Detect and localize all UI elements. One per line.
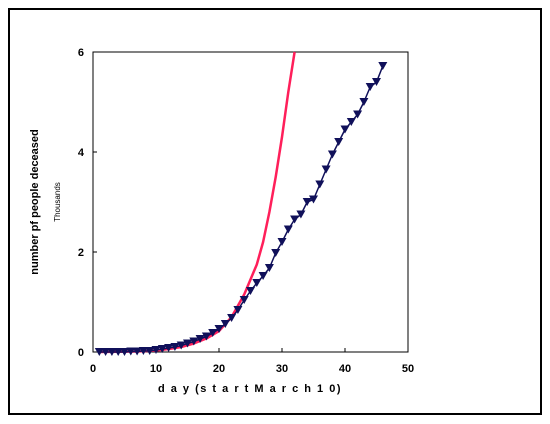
outer-border bbox=[8, 8, 542, 415]
series-2-point bbox=[246, 287, 255, 295]
series-2-point bbox=[195, 335, 205, 343]
series-2-point bbox=[107, 348, 117, 356]
series-2-point bbox=[126, 347, 136, 356]
series-2-point bbox=[264, 264, 274, 272]
series-2-point bbox=[227, 314, 237, 322]
series-2-point bbox=[359, 98, 369, 106]
series-2-point bbox=[170, 343, 180, 351]
series-2-point bbox=[309, 195, 318, 204]
y-tick-label: 6 bbox=[78, 47, 84, 59]
series-2-line bbox=[99, 65, 384, 353]
series-2-point bbox=[189, 337, 199, 346]
x-tick-label: 30 bbox=[276, 363, 288, 375]
series-2-point bbox=[233, 306, 243, 314]
series-2-point bbox=[378, 62, 388, 70]
series-2-point bbox=[290, 215, 300, 224]
series-2-point bbox=[372, 78, 381, 86]
series-1-line bbox=[99, 51, 296, 354]
series-2-point bbox=[365, 83, 375, 91]
series-2-point bbox=[220, 320, 230, 328]
series-2-point bbox=[120, 348, 129, 356]
series-2-point bbox=[132, 347, 142, 356]
y-axis-label: number pf people deceased bbox=[29, 129, 41, 274]
series-2-point bbox=[252, 279, 262, 287]
series-2-point bbox=[201, 332, 211, 341]
y-axis-ticks: 0 2 4 6 bbox=[78, 47, 97, 359]
series-2-point bbox=[164, 344, 174, 352]
series-2-point bbox=[258, 272, 268, 280]
series-2-point bbox=[321, 165, 331, 174]
series-2-point bbox=[176, 341, 186, 350]
x-tick-label: 40 bbox=[339, 363, 351, 375]
plot-area bbox=[92, 51, 409, 353]
series-2-point bbox=[151, 346, 161, 354]
series-2-point bbox=[145, 347, 155, 355]
series-2-point bbox=[101, 348, 111, 356]
x-axis-ticks: 0 10 20 30 40 50 bbox=[90, 348, 414, 375]
series-2-point bbox=[296, 210, 306, 219]
series-2-point bbox=[353, 110, 363, 119]
series-2-point bbox=[315, 180, 325, 189]
series-layer bbox=[94, 51, 388, 356]
series-2-point bbox=[113, 348, 123, 356]
x-tick-label: 20 bbox=[213, 363, 225, 375]
series-2-point bbox=[340, 125, 350, 134]
series-2-point bbox=[283, 225, 293, 234]
series-2-point bbox=[214, 325, 224, 333]
x-axis-label: d a y (s t a r t M a r c h 1 0) bbox=[158, 383, 342, 395]
series-2-point bbox=[271, 249, 281, 257]
series-2-point bbox=[157, 345, 167, 353]
series-2-point bbox=[302, 198, 312, 206]
series-2-point bbox=[94, 348, 104, 356]
x-tick-label: 50 bbox=[402, 363, 414, 375]
x-tick-label: 10 bbox=[150, 363, 162, 375]
series-2-point bbox=[346, 118, 356, 126]
y-tick-label: 0 bbox=[78, 347, 84, 359]
series-2-point bbox=[183, 339, 192, 348]
series-2-point bbox=[327, 150, 337, 159]
y-axis-unit: Thousands bbox=[53, 182, 62, 222]
series-2-point bbox=[277, 238, 287, 246]
series-2-point bbox=[138, 347, 148, 355]
y-tick-label: 4 bbox=[78, 147, 85, 159]
series-2-point bbox=[239, 296, 249, 304]
x-tick-label: 0 bbox=[90, 363, 96, 375]
series-2-point bbox=[334, 138, 344, 146]
y-tick-label: 2 bbox=[78, 247, 84, 259]
series-2-point bbox=[208, 329, 218, 337]
